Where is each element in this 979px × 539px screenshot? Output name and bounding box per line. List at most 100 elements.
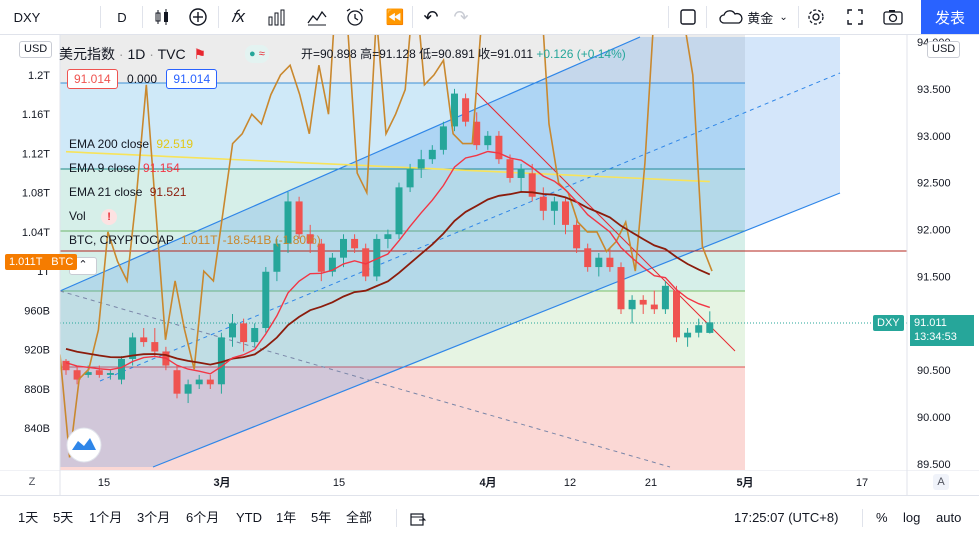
square-icon (680, 9, 696, 25)
left-axis-tick: 1.08T (22, 188, 50, 200)
range-button[interactable]: 全部 (346, 510, 373, 525)
chart-area[interactable]: 1.2T 1.16T 1.12T 1.08T 1.04T 1T 960B 920B 880B 84… (0, 35, 979, 471)
auto-scale-button[interactable]: A (933, 474, 949, 490)
range-button[interactable]: 5年 (311, 510, 332, 525)
time-axis[interactable]: 15 3月 15 4月 12 21 5月 17 (0, 470, 979, 495)
range-button[interactable]: 3个月 (137, 510, 171, 525)
candle-body (295, 201, 303, 235)
metal-label: 黄金 (747, 10, 774, 26)
logo-icon (72, 438, 96, 450)
price-chart[interactable]: 1.2T1.16T1.12T1.08T1.04T1T960B920B880B84… (0, 35, 979, 471)
toolbar-divider (668, 6, 669, 28)
fullscreen-button[interactable] (838, 0, 872, 34)
flag-icon: ⚑ (193, 46, 207, 62)
auto-toggle[interactable]: auto (936, 496, 961, 539)
candles (62, 88, 714, 404)
channel-lower-line (152, 192, 841, 468)
ema200-legend[interactable]: EMA 200 close 92.519 (69, 135, 193, 153)
metal-dropdown[interactable]: 黄金 ⌄ (710, 0, 796, 34)
candle-body (217, 337, 225, 385)
left-axis[interactable]: 1.2T1.16T1.12T1.08T1.04T1T960B920B880B84… (22, 70, 50, 435)
ema21-line (65, 190, 711, 366)
settings-button[interactable] (800, 0, 832, 34)
log-toggle[interactable]: log (903, 496, 920, 539)
chart-type-button[interactable] (146, 0, 178, 34)
candle-body (106, 373, 114, 375)
symbol-title: 美元指数 (59, 46, 115, 62)
channel-upper-line (60, 36, 641, 292)
left-axis-unit[interactable]: USD (19, 41, 53, 58)
ema9-legend[interactable]: EMA 9 close 91.154 (69, 159, 180, 177)
candle-body (684, 332, 692, 338)
candle-body (573, 224, 581, 249)
candle-body (628, 299, 636, 310)
vol-label: Vol (69, 209, 86, 223)
right-axis-tick: 93.000 (917, 131, 951, 143)
goto-date-button[interactable] (406, 496, 430, 539)
btc-value: 1.011T (181, 233, 218, 247)
range-button[interactable]: 1年 (276, 510, 297, 525)
vol-legend[interactable]: Vol ! (69, 207, 118, 225)
indicators-button[interactable]: 𝑓x (222, 0, 254, 34)
sell-price-button[interactable]: 91.014 (67, 69, 118, 89)
btc-path (60, 35, 713, 458)
candle-body (195, 379, 203, 385)
toolbar-divider (218, 6, 219, 28)
warning-icon: ! (101, 209, 118, 225)
percent-label: % (876, 510, 888, 525)
ohlc-values: 开=90.898 高=91.128 低=90.891 收=91.011 +0.1… (301, 45, 626, 63)
right-axis-unit[interactable]: USD (927, 41, 961, 58)
redo-button[interactable]: ↷ (446, 0, 476, 34)
compare-button[interactable] (182, 0, 214, 34)
toolbar-divider (142, 6, 143, 28)
symbol-search-button[interactable]: DXY (6, 0, 48, 34)
close-value: 收=91.011 (478, 47, 534, 61)
candle-body (240, 323, 248, 343)
legend-interval: 1D (127, 46, 146, 62)
range-button[interactable]: 1天 (18, 510, 39, 525)
buy-price-button[interactable]: 91.014 (166, 69, 218, 89)
btc-legend[interactable]: BTC, CRYPTOCAP 1.011T -18.541B (-1.80%) (69, 231, 321, 249)
strategy-button[interactable] (300, 0, 334, 34)
toolbar-divider (412, 6, 413, 28)
candle-body (595, 257, 603, 268)
alert-button[interactable] (338, 0, 372, 34)
left-axis-tick: 1.04T (22, 227, 50, 239)
candle-body (673, 290, 680, 338)
range-button[interactable]: 6个月 (186, 510, 220, 525)
candle-body (284, 201, 292, 244)
candle-body (151, 342, 159, 352)
left-axis-tick: 1.12T (22, 148, 50, 160)
undo-button[interactable]: ↶ (416, 0, 446, 34)
toolbar-divider (798, 6, 799, 28)
percent-toggle[interactable]: % (876, 496, 888, 539)
candle-body (439, 126, 447, 150)
snapshot-button[interactable] (876, 0, 910, 34)
undo-icon: ↶ (423, 6, 439, 27)
dashed-trend-line (60, 290, 671, 468)
candle-body (118, 358, 125, 380)
range-button[interactable]: 5天 (53, 510, 74, 525)
legend-source: TVC (157, 46, 186, 62)
time-axis-tick: 5月 (736, 476, 753, 489)
channel-mid-line (99, 72, 841, 382)
templates-button[interactable] (260, 0, 294, 34)
ema21-label: EMA 21 close (69, 185, 143, 199)
scale-z-button[interactable]: Z (24, 474, 40, 490)
replay-button[interactable]: ⏪ (378, 0, 412, 34)
layout-button[interactable] (672, 0, 704, 34)
publish-button[interactable]: 发表 (921, 0, 979, 34)
ema9-line (65, 150, 711, 375)
tradingview-logo[interactable] (66, 427, 102, 463)
time-axis-tick: 4月 (479, 476, 496, 489)
interval-button[interactable]: D (104, 0, 140, 34)
ema200-line (65, 150, 710, 183)
candle-body (695, 325, 703, 333)
bottom-divider (396, 509, 397, 527)
range-button[interactable]: 1个月 (89, 510, 123, 525)
candle-body (129, 337, 137, 359)
clock-button[interactable]: 17:25:07 (UTC+8) (734, 496, 838, 539)
range-button[interactable]: YTD (236, 510, 262, 525)
ema21-legend[interactable]: EMA 21 close 91.521 (69, 183, 186, 201)
z-label: Z (28, 476, 36, 488)
